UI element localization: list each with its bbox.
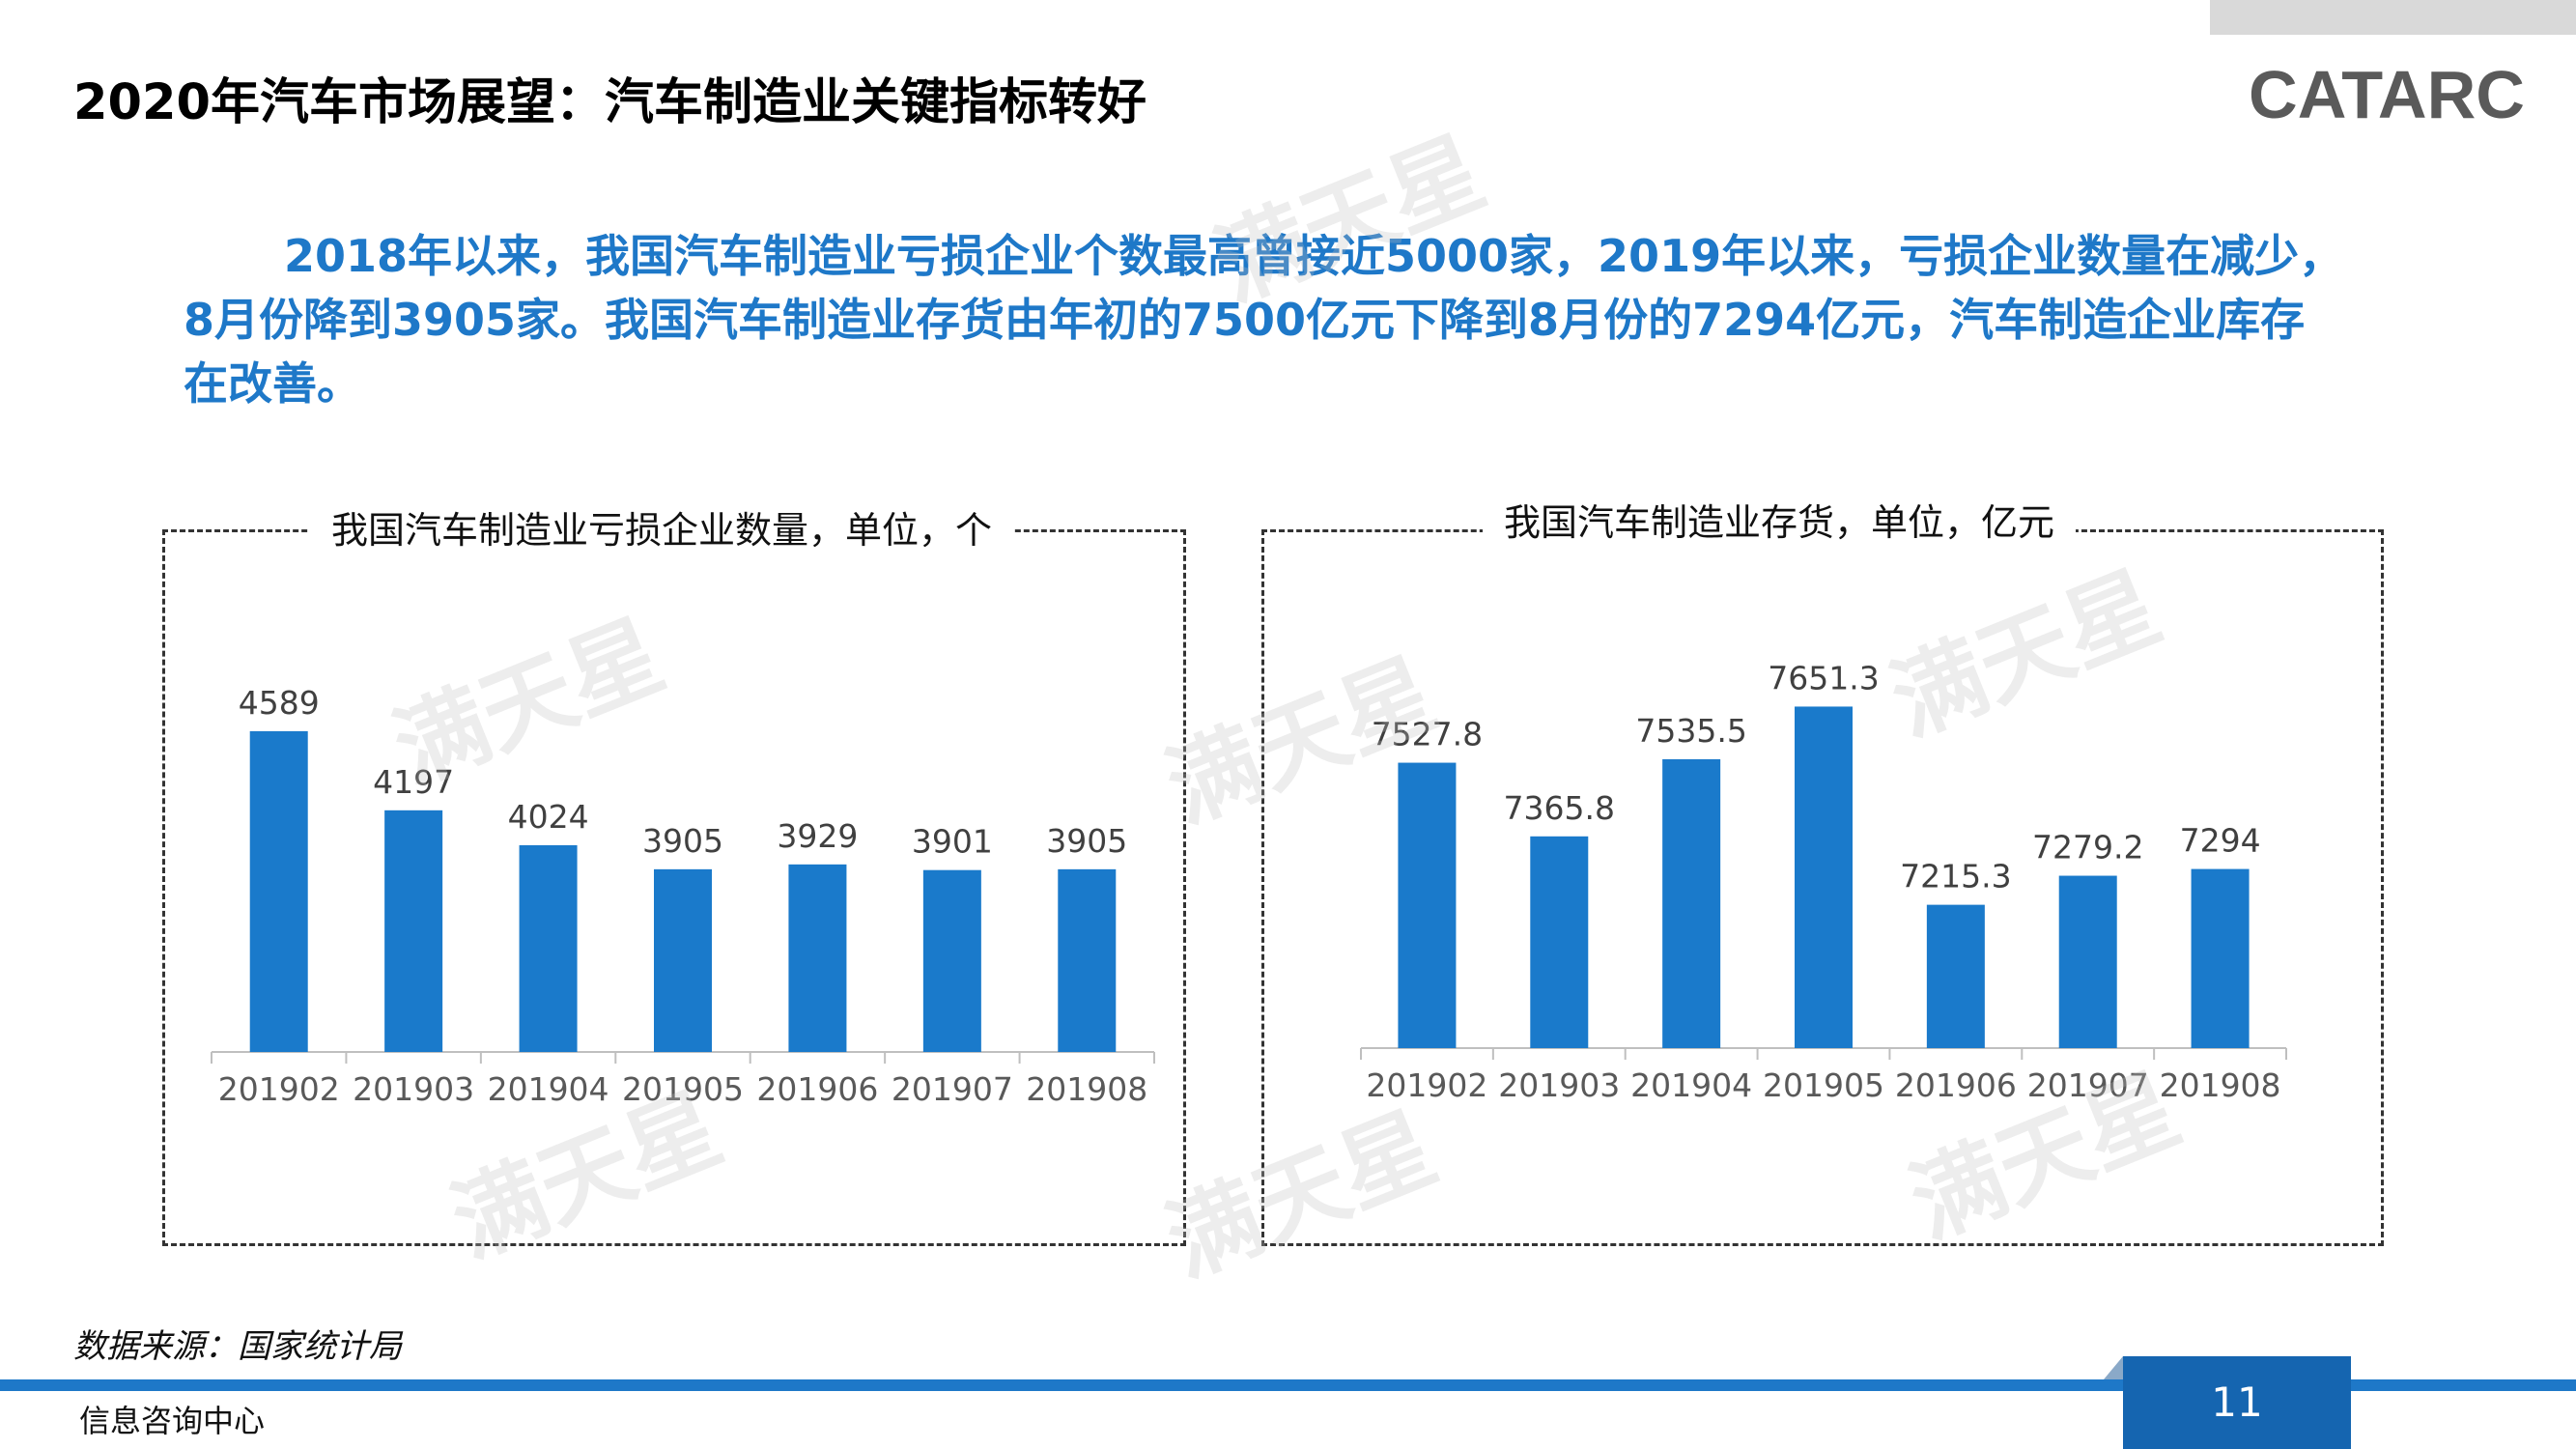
loss-enterprises-panel: 我国汽车制造业亏损企业数量，单位，个 4589 201902 4197 201903 4… <box>162 503 1186 1246</box>
inventory-category-label: 201903 <box>1498 1066 1620 1104</box>
inventory-category-label: 201908 <box>2160 1066 2281 1104</box>
inventory-bar-201902 <box>1398 762 1457 1048</box>
loss-enterprises-value-label: 3905 <box>1046 822 1127 860</box>
inventory-value-label: 7651.3 <box>1768 659 1879 696</box>
inventory-value-label: 7215.3 <box>1900 858 2011 895</box>
inventory-value-label: 7365.8 <box>1504 789 1615 827</box>
inventory-value-label: 7535.5 <box>1635 712 1746 750</box>
loss-enterprises-bar-201905 <box>654 868 712 1052</box>
loss-enterprises-category-label: 201903 <box>353 1070 474 1108</box>
logo-text: CATARC <box>2249 62 2525 126</box>
loss-enterprises-value-label: 4197 <box>373 763 454 801</box>
loss-enterprises-value-label: 3929 <box>777 817 858 855</box>
corner-tab <box>2210 0 2576 35</box>
loss-enterprises-bar-201908 <box>1058 868 1117 1052</box>
loss-enterprises-value-label: 3905 <box>642 822 723 860</box>
catarc-logo: CATARC <box>2249 62 2525 126</box>
inventory-value-label: 7527.8 <box>1372 716 1483 753</box>
loss-enterprises-bar-201904 <box>519 844 578 1052</box>
inventory-value-label: 7279.2 <box>2032 829 2143 867</box>
loss-enterprises-bar-201906 <box>788 864 847 1052</box>
loss-enterprises-bar-201903 <box>384 810 443 1052</box>
footer-bar <box>0 1379 2576 1391</box>
inventory-category-label: 201905 <box>1763 1066 1884 1104</box>
footer-department: 信息咨询中心 <box>79 1403 266 1439</box>
inventory-chart-title: 我国汽车制造业存货，单位，亿元 <box>1483 496 2077 550</box>
inventory-bar-201907 <box>2058 875 2117 1048</box>
loss-enterprises-value-label: 3901 <box>912 823 993 861</box>
loss-enterprises-category-label: 201904 <box>488 1070 609 1108</box>
inventory-category-label: 201902 <box>1366 1066 1487 1104</box>
page-number-box: 11 <box>2123 1356 2351 1449</box>
inventory-value-label: 7294 <box>2180 822 2261 860</box>
data-source: 数据来源：国家统计局 <box>73 1327 402 1366</box>
loss-enterprises-chart: 4589 201902 4197 201903 4024 201904 3905 201905… <box>211 684 1155 1108</box>
slide-title: 2020年汽车市场展望：汽车制造业关键指标转好 <box>73 74 1146 131</box>
inventory-bar-201904 <box>1662 758 1721 1048</box>
inventory-bar-201905 <box>1795 706 1853 1048</box>
loss-enterprises-category-label: 201908 <box>1026 1070 1147 1108</box>
inventory-chart: 7527.8 201902 7365.8 201903 7535.5 201904 7651… <box>1360 659 2287 1104</box>
loss-enterprises-chart-title: 我国汽车制造业亏损企业数量，单位，个 <box>310 503 1014 557</box>
inventory-bar-201903 <box>1530 836 1589 1048</box>
loss-enterprises-category-label: 201905 <box>622 1070 744 1108</box>
loss-enterprises-value-label: 4589 <box>239 684 320 722</box>
inventory-bar-201906 <box>1926 904 1985 1048</box>
page-number: 11 <box>2211 1378 2263 1426</box>
inventory-bar-201908 <box>2191 868 2250 1048</box>
inventory-category-label: 201904 <box>1630 1066 1752 1104</box>
page-number-wedge <box>2104 1356 2123 1379</box>
inventory-panel: 我国汽车制造业存货，单位，亿元 7527.8 201902 7365.8 201903… <box>1261 496 2384 1246</box>
inventory-category-label: 201906 <box>1895 1066 2017 1104</box>
intro-paragraph: 2018年以来，我国汽车制造业亏损企业个数最高曾接近5000家，2019年以来，… <box>184 230 2344 410</box>
loss-enterprises-bar-201907 <box>922 869 981 1052</box>
inventory-category-label: 201907 <box>2027 1066 2149 1104</box>
loss-enterprises-category-label: 201902 <box>218 1070 340 1108</box>
loss-enterprises-category-label: 201907 <box>892 1070 1013 1108</box>
loss-enterprises-bar-201902 <box>249 730 308 1052</box>
loss-enterprises-category-label: 201906 <box>756 1070 878 1108</box>
loss-enterprises-value-label: 4024 <box>508 798 589 836</box>
